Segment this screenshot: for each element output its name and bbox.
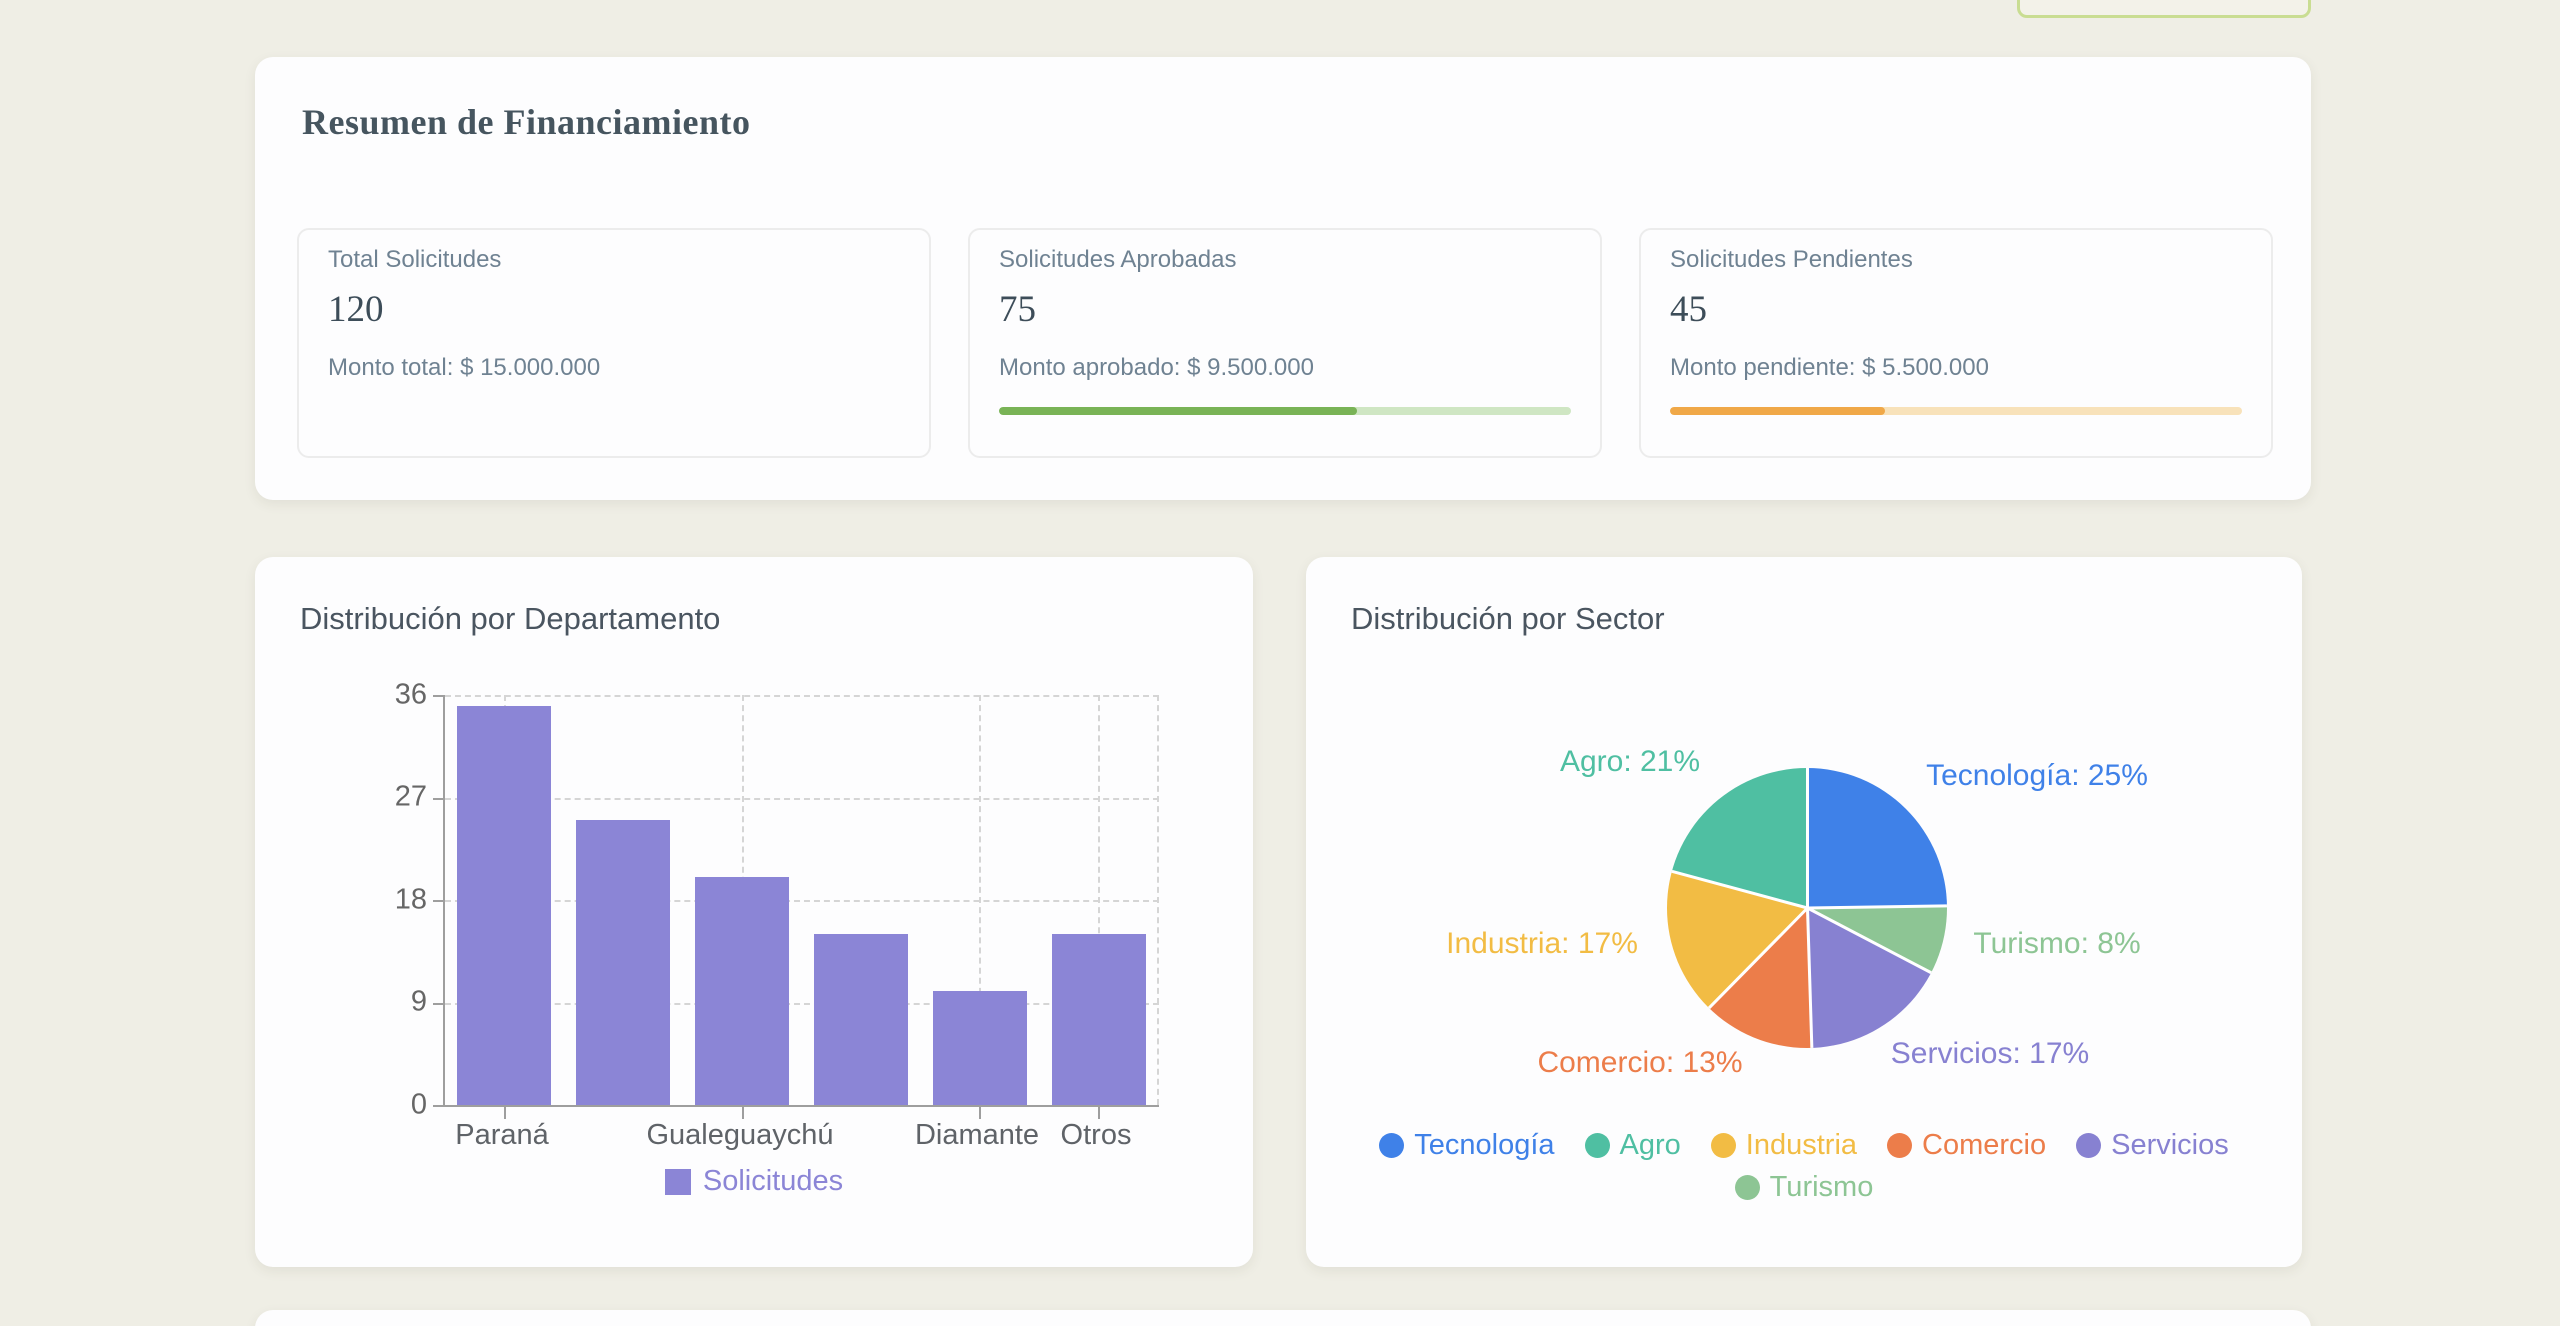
next-card-partial: [255, 1310, 2311, 1326]
tick-mark: [433, 900, 445, 902]
x-axis-tick: Otros: [1060, 1119, 1132, 1151]
top-cutoff-button[interactable]: [2017, 0, 2311, 18]
pie-chart-card: Distribución por Sector Tecnología: 25% …: [1306, 557, 2302, 1267]
gridline: [445, 797, 1159, 800]
tick-mark: [1098, 1107, 1100, 1119]
bar-chart-plot: [433, 695, 1159, 1119]
legend-label: Agro: [1619, 1129, 1681, 1161]
gridline: [1098, 695, 1100, 1105]
gridline: [445, 900, 1159, 902]
y-axis-tick: 27: [394, 780, 427, 813]
pie-separator: [1670, 869, 1808, 910]
legend-label: Turismo: [1769, 1171, 1874, 1203]
pie-wrap: [1667, 768, 1947, 1048]
pie[interactable]: [1667, 768, 1947, 1048]
summary-card: Resumen de Financiamiento Total Solicitu…: [255, 57, 2311, 500]
legend-dot: [1734, 1175, 1760, 1200]
stat-detail: Monto total: $ 15.000.000: [328, 354, 601, 381]
legend-label: Solicitudes: [702, 1165, 844, 1197]
legend-dot: [1379, 1133, 1405, 1158]
pie-legend-item[interactable]: Turismo: [1734, 1171, 1874, 1204]
x-axis-tick: Gualeguaychú: [646, 1119, 834, 1151]
x-axis-tick: Diamante: [914, 1119, 1040, 1151]
pie-chart-legend: Tecnología Agro Industria Comercio Servi…: [1306, 1129, 2302, 1204]
legend-dot: [1887, 1133, 1913, 1158]
stat-card-pendientes: Solicitudes Pendientes 45 Monto pendient…: [1639, 228, 2273, 458]
legend-label: Tecnología: [1414, 1129, 1555, 1161]
pie-callout-agro: Agro: 21%: [1559, 745, 1701, 778]
progress-bar-approved: [999, 407, 1571, 415]
legend-label: Industria: [1745, 1129, 1858, 1161]
summary-title: Resumen de Financiamiento: [302, 102, 751, 142]
bar-chart-legend[interactable]: Solicitudes: [255, 1165, 1253, 1198]
gridline: [979, 695, 981, 1105]
stat-label: Solicitudes Aprobadas: [999, 246, 1237, 273]
bar[interactable]: [576, 820, 670, 1105]
pie-legend-item[interactable]: Servicios: [2076, 1129, 2229, 1162]
legend-swatch: [664, 1168, 691, 1195]
bar[interactable]: [457, 706, 551, 1105]
stat-detail: Monto pendiente: $ 5.500.000: [1670, 354, 1989, 381]
legend-label: Servicios: [2111, 1129, 2229, 1161]
stats-row: Total Solicitudes 120 Monto total: $ 15.…: [297, 228, 2273, 458]
y-axis-tick: 9: [410, 985, 427, 1018]
gridline: [445, 1002, 1159, 1005]
pie-chart-title: Distribución por Sector: [1351, 601, 1665, 636]
tick-mark: [433, 797, 445, 800]
bar[interactable]: [814, 934, 908, 1105]
tick-mark: [433, 1105, 445, 1107]
bar[interactable]: [695, 877, 789, 1105]
stat-value: 120: [328, 289, 384, 330]
pie-callout-comercio: Comercio: 13%: [1537, 1046, 1743, 1079]
pie-separator: [1806, 906, 1933, 975]
stat-card-aprobadas: Solicitudes Aprobadas 75 Monto aprobado:…: [968, 228, 1602, 458]
stat-value: 45: [1670, 289, 1707, 330]
legend-row: Turismo: [1734, 1171, 1874, 1204]
bar-chart-card: Distribución por Departamento: [255, 557, 1253, 1267]
pie-separator: [1805, 768, 1809, 908]
gridline: [445, 695, 1159, 697]
pie-legend-item[interactable]: Industria: [1710, 1129, 1858, 1162]
legend-row: Tecnología Agro Industria Comercio Servi…: [1379, 1129, 2229, 1162]
pie-callout-servicios: Servicios: 17%: [1890, 1037, 2090, 1070]
tick-mark: [504, 1107, 506, 1119]
tick-mark: [979, 1107, 981, 1119]
stat-label: Solicitudes Pendientes: [1670, 246, 1913, 273]
legend-dot: [1584, 1133, 1610, 1158]
progress-bar-pending: [1670, 407, 2242, 415]
pie-legend-item[interactable]: Comercio: [1887, 1129, 2046, 1162]
bar-chart-title: Distribución por Departamento: [300, 601, 721, 636]
pie-callout-industria: Industria: 17%: [1446, 927, 1638, 960]
pie-legend-item[interactable]: Tecnología: [1379, 1129, 1555, 1162]
tick-mark: [433, 1002, 445, 1005]
pie-callout-tecnologia: Tecnología: 25%: [1926, 759, 2148, 792]
pie-separator: [1805, 907, 1813, 1048]
tick-mark: [433, 695, 445, 697]
y-axis-tick: 0: [410, 1088, 427, 1121]
tick-mark: [742, 1107, 744, 1119]
pie-separator: [1806, 904, 1947, 910]
legend-label: Comercio: [1922, 1129, 2047, 1161]
y-axis-tick: 36: [394, 678, 427, 711]
stat-label: Total Solicitudes: [328, 246, 502, 273]
y-axis-tick: 18: [394, 883, 427, 916]
pie-callout-turismo: Turismo: 8%: [1973, 927, 2141, 960]
x-axis-tick: Paraná: [455, 1119, 549, 1151]
bar[interactable]: [933, 991, 1027, 1105]
pie-separator: [1707, 906, 1809, 1010]
stat-detail: Monto aprobado: $ 9.500.000: [999, 354, 1314, 381]
legend-dot: [2076, 1133, 2102, 1158]
gridline: [1157, 695, 1159, 1105]
legend-dot: [1710, 1133, 1736, 1158]
pie-legend-item[interactable]: Agro: [1584, 1129, 1681, 1162]
bar[interactable]: [1052, 934, 1146, 1105]
stat-card-total: Total Solicitudes 120 Monto total: $ 15.…: [297, 228, 931, 458]
stat-value: 75: [999, 289, 1036, 330]
